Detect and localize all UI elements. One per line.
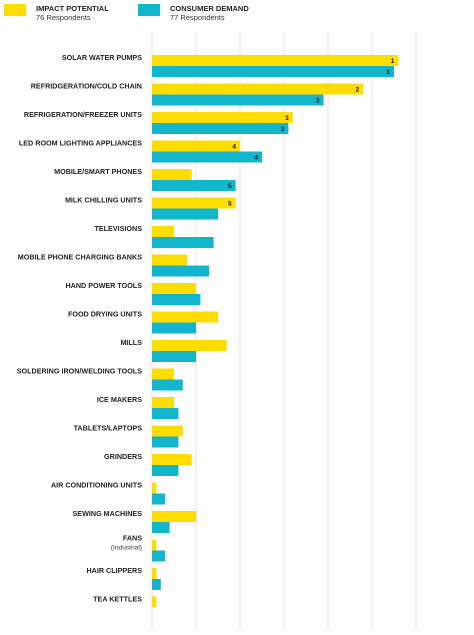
impact-bar — [152, 539, 157, 551]
impact-bar — [152, 397, 174, 408]
legend-sub-demand: 77 Respondents — [170, 13, 225, 22]
impact-bar — [152, 568, 157, 579]
category-label: MILLS — [120, 338, 142, 347]
demand-bar — [152, 94, 324, 106]
rank-label: 4 — [254, 154, 258, 161]
category-label: REFRIGERATION/FREEZER UNITS — [24, 110, 142, 119]
category-sublabel: (Industrial) — [111, 545, 142, 552]
category-label: FANS — [123, 534, 142, 543]
demand-bar — [152, 265, 210, 277]
category-label: SOLAR WATER PUMPS — [62, 53, 142, 62]
category-label: HAND POWER TOOLS — [65, 281, 142, 290]
legend-title-impact: IMPACT POTENTIAL — [36, 4, 109, 13]
impact-bar — [152, 197, 236, 209]
impact-bar — [152, 83, 364, 95]
demand-bar — [152, 522, 170, 533]
category-label: MOBILE PHONE CHARGING BANKS — [18, 253, 142, 262]
category-label: TELEVISIONS — [94, 224, 142, 233]
demand-bar — [152, 123, 289, 134]
category-label: MILK CHILLING UNITS — [65, 196, 142, 205]
rank-label: 2 — [316, 97, 320, 104]
category-label: ICE MAKERS — [97, 395, 142, 404]
rank-label: 4 — [232, 143, 236, 150]
impact-bar — [152, 140, 240, 152]
rank-label: 1 — [391, 58, 395, 65]
impact-bar — [152, 226, 174, 237]
rank-label: 3 — [281, 126, 285, 133]
demand-bar — [152, 237, 214, 248]
legend: IMPACT POTENTIAL 76 Respondents CONSUMER… — [4, 4, 249, 22]
impact-bar — [152, 511, 196, 522]
impact-bar — [152, 55, 399, 66]
rank-label: 5 — [228, 200, 232, 207]
demand-bar — [152, 294, 201, 305]
demand-bar — [152, 493, 166, 505]
category-label: FOOD DRYING UNITS — [68, 310, 142, 319]
demand-bar — [152, 322, 196, 334]
demand-bar — [152, 436, 179, 448]
rank-label: 3 — [285, 115, 289, 122]
impact-bar — [152, 311, 218, 323]
impact-bar — [152, 482, 157, 494]
rank-label: 2 — [356, 86, 360, 93]
impact-bar — [152, 254, 188, 266]
impact-bar — [152, 596, 157, 608]
impact-bar — [152, 368, 174, 380]
category-label: TEA KETTLES — [93, 595, 142, 604]
demand-bar — [152, 180, 236, 191]
category-label: LED ROOM LIGHTING APPLIANCES — [19, 139, 142, 148]
demand-bar — [152, 208, 218, 220]
rank-label: 5 — [228, 183, 232, 190]
impact-bar — [152, 454, 192, 465]
category-label: SEWING MACHINES — [73, 509, 143, 518]
category-label: GRINDERS — [104, 452, 142, 461]
impact-bar — [152, 340, 227, 351]
impact-bar — [152, 169, 192, 180]
category-label: REFRIDGERATION/COLD CHAIN — [31, 82, 142, 91]
demand-bar — [152, 465, 179, 476]
demand-bar — [152, 408, 179, 419]
demand-bar — [152, 351, 196, 362]
legend-title-demand: CONSUMER DEMAND — [170, 4, 249, 13]
demand-bar — [152, 66, 394, 77]
category-label: TABLETS/LAPTOPS — [74, 424, 143, 433]
legend-swatch-impact — [4, 4, 26, 16]
impact-bar — [152, 425, 183, 437]
demand-bar — [152, 151, 262, 163]
demand-bar — [152, 550, 166, 562]
impact-bar — [152, 112, 293, 123]
category-labels: SOLAR WATER PUMPS REFRIDGERATION/COLD CHA… — [17, 53, 142, 604]
category-label: AIR CONDITIONING UNITS — [51, 481, 142, 490]
legend-sub-impact: 76 Respondents — [36, 13, 91, 22]
legend-swatch-demand — [138, 4, 160, 16]
rank-label: 1 — [386, 69, 390, 76]
category-label: SOLDERING IRON/WELDING TOOLS — [17, 367, 142, 376]
demand-bar — [152, 579, 161, 590]
category-label: MOBILE/SMART PHONES — [54, 167, 142, 176]
demand-bar — [152, 379, 183, 391]
category-label: HAIR CLIPPERS — [86, 566, 142, 575]
impact-bar — [152, 283, 196, 294]
